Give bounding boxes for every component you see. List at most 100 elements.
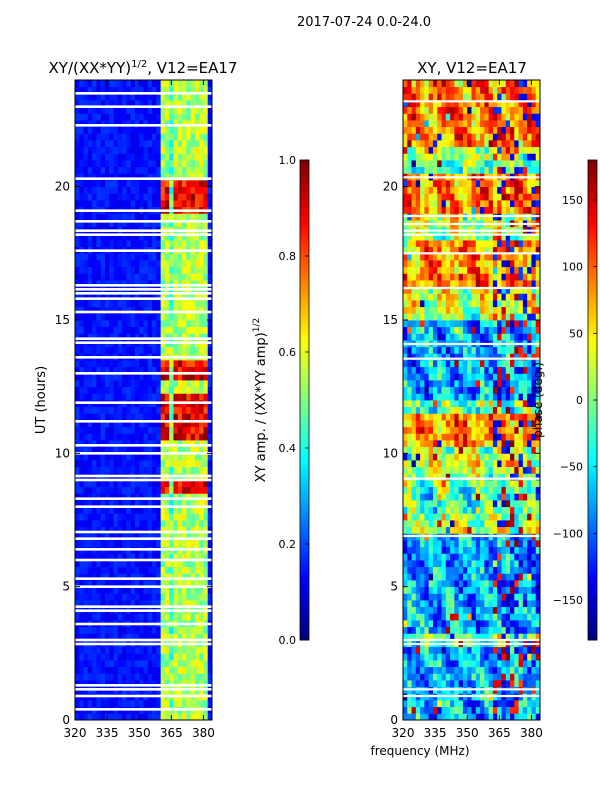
phase-heatmap-cell	[475, 586, 481, 594]
amplitude-heatmap-cell	[92, 386, 97, 394]
amplitude-heatmap-cell	[169, 653, 174, 661]
phase-heatmap-cell	[471, 426, 477, 434]
amplitude-heatmap-cell	[203, 573, 209, 581]
amplitude-heatmap-cell	[156, 526, 162, 534]
amplitude-heatmap-cell	[92, 200, 97, 208]
amplitude-heatmap-cell	[190, 680, 196, 688]
amplitude-heatmap-cell	[164, 420, 170, 428]
phase-heatmap-cell	[467, 420, 472, 428]
phase-heatmap-cell	[531, 540, 537, 548]
phase-heatmap-cell	[522, 366, 528, 374]
phase-heatmap-cell	[445, 413, 451, 421]
amplitude-heatmap-cell	[109, 513, 114, 521]
amplitude-heatmap-cell	[160, 326, 166, 334]
amplitude-heatmap-cell	[75, 333, 80, 341]
amplitude-colorbar-segment	[300, 512, 309, 517]
amplitude-heatmap-cell	[199, 420, 204, 428]
amplitude-heatmap-cell	[134, 486, 140, 494]
phase-heatmap-cell	[415, 393, 421, 401]
amplitude-heatmap-cell	[194, 313, 200, 321]
amplitude-heatmap-cell	[147, 453, 153, 461]
amplitude-heatmap-cell	[113, 186, 119, 194]
phase-heatmap-cell	[510, 700, 515, 708]
phase-heatmap-cell	[497, 440, 502, 448]
amplitude-heatmap-cell	[169, 180, 174, 188]
phase-heatmap-cell	[480, 560, 485, 568]
amplitude-heatmap-cell	[104, 153, 110, 161]
phase-heatmap-cell	[497, 480, 502, 488]
amplitude-heatmap-cell	[79, 193, 84, 201]
phase-heatmap-cell	[501, 500, 507, 508]
amplitude-heatmap-cell	[122, 413, 127, 421]
phase-heatmap-cell	[420, 673, 425, 681]
amplitude-heatmap-cell	[87, 133, 93, 141]
phase-heatmap-cell	[510, 386, 515, 394]
phase-heatmap-cell	[484, 400, 490, 408]
amplitude-heatmap-cell	[190, 586, 196, 594]
phase-heatmap-cell	[437, 586, 442, 594]
amplitude-heatmap-cell	[199, 433, 204, 441]
phase-heatmap-cell	[458, 426, 464, 434]
phase-heatmap-cell	[407, 600, 412, 608]
amplitude-heatmap-cell	[134, 446, 140, 454]
phase-heatmap-cell	[441, 506, 447, 514]
amplitude-heatmap-cell	[186, 273, 191, 281]
amplitude-colorbar-segment	[300, 348, 309, 353]
amplitude-heatmap-cell	[199, 466, 204, 474]
phase-heatmap-cell	[450, 546, 455, 554]
phase-heatmap-cell	[407, 586, 412, 594]
amplitude-heatmap-cell	[134, 346, 140, 354]
phase-heatmap-cell	[420, 540, 425, 548]
amplitude-heatmap-cell	[156, 126, 162, 134]
amplitude-heatmap-cell	[113, 120, 119, 128]
amplitude-heatmap-cell	[143, 713, 149, 721]
phase-heatmap-cell	[450, 520, 455, 528]
amplitude-heatmap-cell	[207, 633, 213, 641]
amplitude-heatmap-cell	[126, 233, 132, 241]
phase-heatmap-cell	[424, 633, 430, 641]
phase-heatmap-cell	[467, 713, 472, 721]
amplitude-heatmap-cell	[130, 200, 136, 208]
amplitude-heatmap-cell	[143, 200, 149, 208]
amplitude-heatmap-cell	[169, 306, 174, 314]
phase-heatmap-cell	[505, 433, 511, 441]
amplitude-heatmap-cell	[182, 200, 187, 208]
phase-heatmap-cell	[514, 406, 519, 414]
amplitude-heatmap-cell	[117, 713, 123, 721]
amplitude-heatmap-cell	[147, 713, 153, 721]
amplitude-colorbar-segment	[300, 252, 309, 257]
amplitude-heatmap-cell	[92, 233, 97, 241]
amplitude-heatmap-cell	[203, 566, 209, 574]
amplitude-heatmap-cell	[199, 360, 204, 368]
phase-heatmap-cell	[497, 653, 502, 661]
amplitude-heatmap-cell	[109, 580, 114, 588]
amplitude-heatmap-cell	[113, 113, 119, 121]
amplitude-colorbar-segment	[300, 196, 309, 201]
phase-heatmap-cell	[522, 380, 528, 388]
amplitude-heatmap-cell	[186, 493, 191, 501]
amplitude-heatmap-cell	[177, 280, 183, 288]
amplitude-heatmap-cell	[147, 260, 153, 268]
amplitude-heatmap-cell	[104, 540, 110, 548]
amplitude-heatmap-cell	[186, 460, 191, 468]
phase-heatmap-cell	[510, 593, 515, 601]
amplitude-heatmap-cell	[203, 386, 209, 394]
amplitude-heatmap-cell	[194, 580, 200, 588]
amplitude-heatmap-cell	[126, 333, 132, 341]
amplitude-heatmap-cell	[96, 273, 102, 281]
amplitude-heatmap-cell	[117, 260, 123, 268]
phase-heatmap-cell	[535, 500, 541, 508]
amplitude-heatmap-cell	[83, 433, 89, 441]
amplitude-heatmap-cell	[126, 566, 132, 574]
amplitude-heatmap-cell	[160, 466, 166, 474]
amplitude-heatmap-cell	[169, 126, 174, 134]
amplitude-heatmap-cell	[160, 380, 166, 388]
amplitude-colorbar-segment	[300, 448, 309, 453]
phase-heatmap-cell	[432, 566, 438, 574]
phase-heatmap-cell	[441, 633, 447, 641]
amplitude-heatmap-cell	[122, 153, 127, 161]
amplitude-heatmap-cell	[117, 573, 123, 581]
phase-heatmap-cell	[458, 380, 464, 388]
amplitude-heatmap-cell	[190, 306, 196, 314]
amplitude-heatmap-cell	[203, 533, 209, 541]
